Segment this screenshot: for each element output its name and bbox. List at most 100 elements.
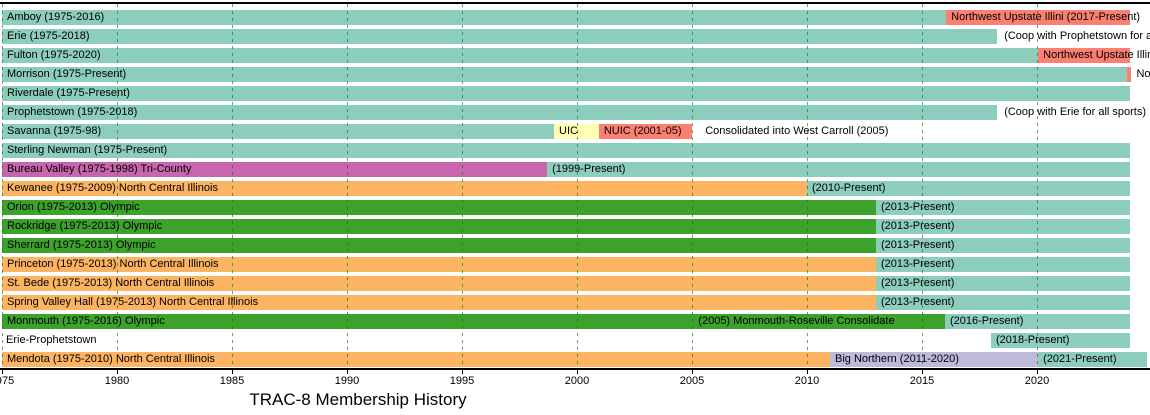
axis-tick-label: 1985: [219, 375, 245, 387]
bar-label: Northwest Upstate Illini: [1043, 49, 1150, 61]
year-gridline: [347, 4, 348, 368]
timeline-bar-segment: Savanna (1975-98): [2, 124, 554, 139]
bar-label: Mendota (1975-2010) North Central Illino…: [7, 353, 215, 365]
timeline-bar-segment: Monmouth (1975-2016) Olympic: [2, 314, 945, 329]
axis-tick-label: 2010: [794, 375, 820, 387]
timeline-bar-segment: Amboy (1975-2016): [2, 10, 947, 25]
axis-tick: [807, 370, 808, 374]
axis-tick-label: 2015: [909, 375, 935, 387]
year-gridline: [807, 4, 808, 368]
bar-label: Erie (1975-2018): [7, 30, 90, 42]
bar-label: Morrison (1975-Present): [7, 68, 127, 80]
axis-tick-label: 2000: [564, 375, 590, 387]
axis-tick-label: 1975: [0, 375, 15, 387]
bar-label: Amboy (1975-2016): [7, 11, 105, 23]
bar-label: (2013-Present): [881, 258, 955, 270]
year-gridline: [2, 4, 3, 368]
bar-label: Bureau Valley (1975-1998) Tri-County: [7, 163, 192, 175]
row-annotation: Northwest Upstate Illini: [1136, 68, 1150, 80]
bar-label: (2018-Present): [996, 334, 1070, 346]
timeline-bar-segment: Riverdale (1975-Present): [2, 86, 1131, 101]
bar-label: (2013-Present): [881, 277, 955, 289]
timeline-bar-segment: Orion (1975-2013) Olympic: [2, 200, 876, 215]
timeline-bar-segment: NUIC (2001-05): [598, 124, 692, 139]
year-gridline: [692, 4, 693, 368]
timeline-bar-segment: St. Bede (1975-2013) North Central Illin…: [2, 276, 876, 291]
bar-label: Rockridge (1975-2013) Olympic: [7, 220, 163, 232]
axis-tick: [347, 370, 348, 374]
timeline-bar-segment: (1999-Present): [547, 162, 1131, 177]
axis-tick-label: 1980: [104, 375, 130, 387]
timeline-bar-segment: Mendota (1975-2010) North Central Illino…: [2, 352, 830, 367]
year-gridline: [117, 4, 118, 368]
bar-label: (1999-Present): [552, 163, 626, 175]
timeline-bar-segment: (2013-Present): [876, 200, 1131, 215]
bar-label: Sherrard (1975-2013) Olympic: [7, 239, 156, 251]
year-gridline: [577, 4, 578, 368]
axis-tick: [1037, 370, 1038, 374]
bar-label: (2010-Present): [812, 182, 886, 194]
axis-tick-label: 2020: [1024, 375, 1050, 387]
row-annotation: (2005) Monmouth-Roseville Consolidate: [698, 315, 895, 327]
axis-tick-label: 2005: [679, 375, 705, 387]
timeline-bar-segment: Big Northern (2011-2020): [830, 352, 1039, 367]
timeline-bar-segment: Sterling Newman (1975-Present): [2, 143, 1131, 158]
timeline-bar-segment: Northwest Upstate Illini: [1038, 48, 1150, 63]
timeline-bar-segment: (2013-Present): [876, 219, 1131, 234]
bar-label: Fulton (1975-2020): [7, 49, 101, 61]
timeline-bar-segment: (2018-Present): [991, 333, 1131, 348]
timeline-bar-segment: Spring Valley Hall (1975-2013) North Cen…: [2, 295, 876, 310]
bar-label: (2021-Present): [1043, 353, 1117, 365]
timeline-bar-segment: Kewanee (1975-2009) North Central Illino…: [2, 181, 807, 196]
bar-label: (2013-Present): [881, 239, 955, 251]
timeline-bar-segment: Prophetstown (1975-2018): [2, 105, 997, 120]
row-annotation: (Coop with Prophetstown for all sports): [1004, 30, 1150, 42]
timeline-bar-segment: Morrison (1975-Present): [2, 67, 1127, 82]
timeline-bar-segment: Erie (1975-2018): [2, 29, 997, 44]
axis-tick: [692, 370, 693, 374]
row-annotation: (Coop with Erie for all sports): [1004, 106, 1147, 118]
bar-label: St. Bede (1975-2013) North Central Illin…: [7, 277, 215, 289]
bar-label: NUIC (2001-05): [603, 125, 682, 137]
timeline-bar-segment: Rockridge (1975-2013) Olympic: [2, 219, 876, 234]
bar-label: (2016-Present): [950, 315, 1024, 327]
year-gridline: [1037, 4, 1038, 368]
timeline-bar-segment: (2013-Present): [876, 257, 1131, 272]
bar-label: Monmouth (1975-2016) Olympic: [7, 315, 165, 327]
x-axis-line: [0, 368, 1150, 370]
axis-tick: [232, 370, 233, 374]
chart-title: TRAC-8 Membership History: [249, 390, 467, 409]
timeline-bar-segment: Princeton (1975-2013) North Central Illi…: [2, 257, 876, 272]
axis-tick: [922, 370, 923, 374]
row-annotation: Consolidated into West Carroll (2005): [705, 125, 889, 137]
bar-label: Riverdale (1975-Present): [7, 87, 130, 99]
timeline-bar-segment: Fulton (1975-2020): [2, 48, 1039, 63]
bar-label: Kewanee (1975-2009) North Central Illino…: [7, 182, 218, 194]
axis-tick: [577, 370, 578, 374]
timeline-bar-segment: (2016-Present): [945, 314, 1131, 329]
bar-label: Big Northern (2011-2020): [835, 353, 959, 365]
bar-label: Spring Valley Hall (1975-2013) North Cen…: [7, 296, 259, 308]
timeline-bar-segment: Bureau Valley (1975-1998) Tri-County: [2, 162, 548, 177]
timeline-bar-segment: Sherrard (1975-2013) Olympic: [2, 238, 876, 253]
year-gridline: [462, 4, 463, 368]
timeline-bar-segment: (2013-Present): [876, 238, 1131, 253]
timeline-bar-segment: (2010-Present): [807, 181, 1131, 196]
bar-label: Savanna (1975-98): [7, 125, 102, 137]
timeline-bar-segment: (2013-Present): [876, 295, 1131, 310]
plot-top-border: [0, 2, 1150, 4]
axis-tick: [462, 370, 463, 374]
bar-label: Princeton (1975-2013) North Central Illi…: [7, 258, 219, 270]
year-gridline: [922, 4, 923, 368]
axis-tick-label: 1990: [334, 375, 360, 387]
timeline-bar-segment: (2013-Present): [876, 276, 1131, 291]
timeline-bar-segment: [1126, 67, 1132, 82]
timeline-bar-segment: (2021-Present): [1038, 352, 1148, 367]
timeline-bar-segment: UIC: [554, 124, 599, 139]
bar-label: (2013-Present): [881, 201, 955, 213]
axis-tick: [117, 370, 118, 374]
row-annotation: Erie-Prophetstown: [6, 334, 97, 346]
axis-tick-label: 1995: [449, 375, 475, 387]
timeline-bar-segment: Northwest Upstate Illini (2017-Present): [946, 10, 1140, 25]
